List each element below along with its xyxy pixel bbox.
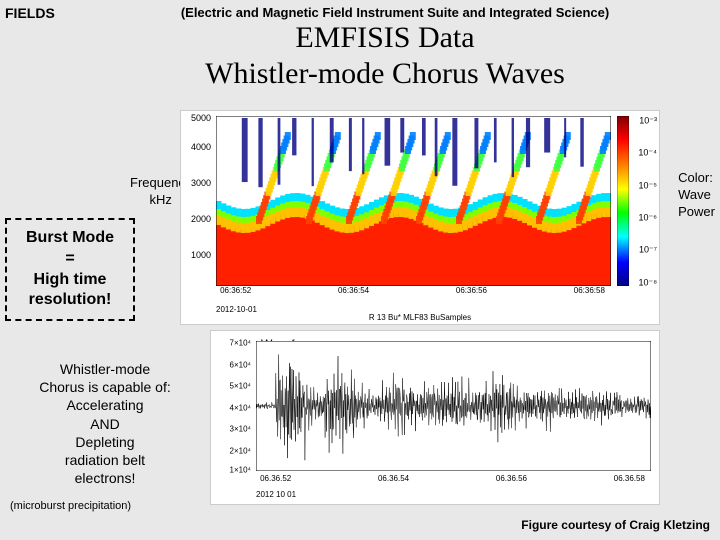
spectrogram-sublabel: R 13 Bu* MLF83 BuSamples [369,313,471,322]
fields-label: FIELDS [5,5,55,21]
spectrogram-x-axis: 06:36:5206:36:5406:36:5606:36:58 [216,286,609,304]
waveform-plot [256,341,651,471]
title-line-2: Whistler-mode Chorus Waves [205,57,565,90]
spectrogram-panel: 10002000300040005000 10⁻⁸10⁻⁷10⁻⁶10⁻⁵10⁻… [180,110,660,325]
figure-credit: Figure courtesy of Craig Kletzing [521,518,710,532]
title-line-1: EMFISIS Data [295,21,474,54]
whistler-description: Whistler-mode Chorus is capable of: Acce… [5,360,205,487]
waveform-panel: Waveform 7×10⁴6×10⁴5×10⁴4×10⁴3×10⁴2×10⁴1… [210,330,660,505]
spectrogram-date: 2012-10-01 [216,305,257,314]
colorbar-label: Color: Wave Power [678,170,715,221]
waveform-x-axis: 06.36.5206.36.5406.36.5606.36.58 [256,474,649,486]
waveform-date: 2012 10 01 [256,490,296,499]
spectrogram-plot [216,116,611,286]
main-title: EMFISIS Data Whistler-mode Chorus Waves [100,20,670,92]
colorbar [617,116,629,286]
subtitle: (Electric and Magnetic Field Instrument … [120,5,670,20]
burst-mode-callout: Burst Mode = High time resolution! [5,218,135,321]
spectrogram-y-axis: 10002000300040005000 [183,111,213,291]
microburst-note: (microburst precipitation) [10,500,131,512]
colorbar-ticks: 10⁻⁸10⁻⁷10⁻⁶10⁻⁵10⁻⁴10⁻³ [631,116,659,286]
waveform-y-axis: 7×10⁴6×10⁴5×10⁴4×10⁴3×10⁴2×10⁴1×10⁴ [213,339,253,474]
